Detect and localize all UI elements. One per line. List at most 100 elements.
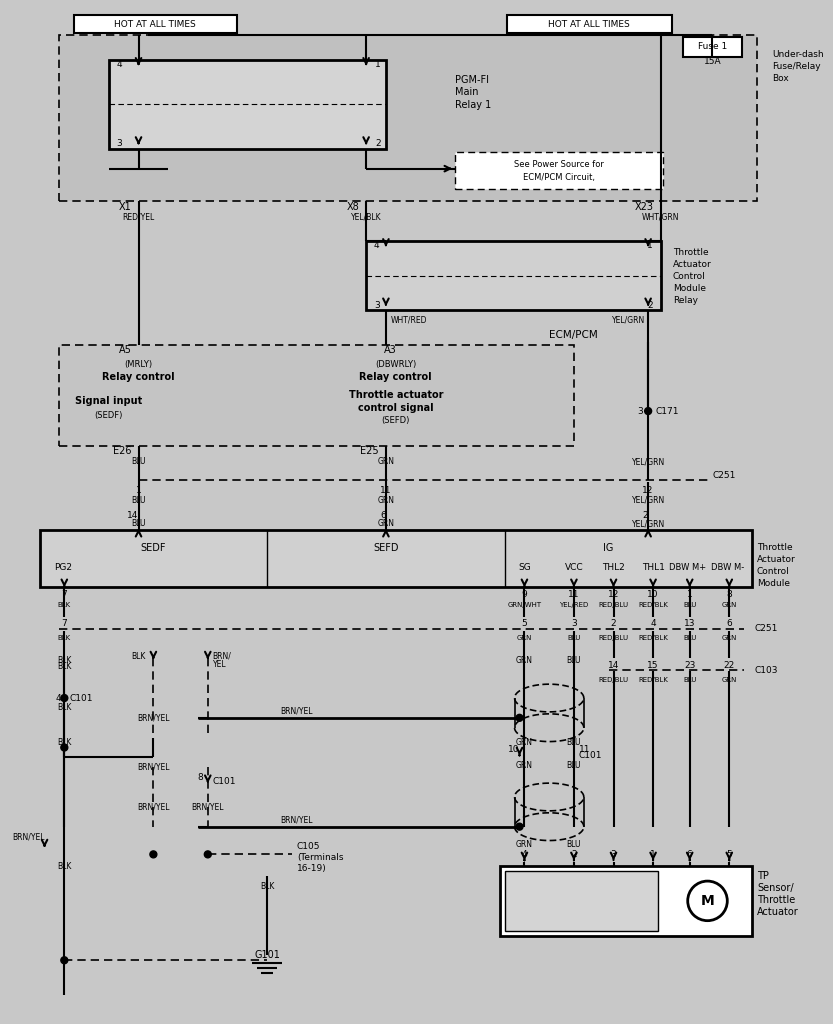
Text: 11: 11 bbox=[380, 485, 392, 495]
Text: Fuse/Relay: Fuse/Relay bbox=[772, 62, 821, 72]
Text: GRN: GRN bbox=[377, 519, 394, 528]
Text: See Power Source for: See Power Source for bbox=[514, 160, 604, 169]
Text: X8: X8 bbox=[347, 202, 359, 212]
Text: BRN/YEL: BRN/YEL bbox=[137, 803, 170, 811]
Text: IG: IG bbox=[603, 543, 614, 553]
Text: (SEFD): (SEFD) bbox=[382, 417, 410, 425]
Text: Main: Main bbox=[455, 87, 479, 97]
Text: PGM-FI: PGM-FI bbox=[455, 75, 489, 85]
Text: GRN: GRN bbox=[516, 635, 532, 641]
Text: 7: 7 bbox=[62, 590, 67, 599]
Text: 22: 22 bbox=[724, 660, 735, 670]
Text: C251: C251 bbox=[712, 471, 736, 480]
Text: 16-19): 16-19) bbox=[297, 863, 327, 872]
Text: BRN/YEL: BRN/YEL bbox=[12, 833, 44, 841]
Text: (DBWRLY): (DBWRLY) bbox=[375, 360, 416, 369]
Text: ECM/PCM: ECM/PCM bbox=[549, 330, 598, 340]
Text: Throttle: Throttle bbox=[757, 543, 793, 552]
Circle shape bbox=[516, 715, 523, 721]
Text: C101: C101 bbox=[69, 693, 92, 702]
Text: Box: Box bbox=[772, 74, 789, 83]
Text: RED/BLK: RED/BLK bbox=[638, 635, 668, 641]
Text: 11: 11 bbox=[579, 745, 591, 754]
Text: Under-dash: Under-dash bbox=[772, 50, 824, 59]
Text: 2: 2 bbox=[571, 850, 576, 859]
Text: GRN: GRN bbox=[516, 738, 533, 748]
Text: PG2: PG2 bbox=[54, 563, 72, 572]
Text: GRN: GRN bbox=[377, 457, 394, 466]
Text: BLK: BLK bbox=[57, 862, 72, 870]
Text: RED/BLK: RED/BLK bbox=[638, 602, 668, 608]
Text: BLU: BLU bbox=[132, 496, 146, 505]
Text: HOT AT ALL TIMES: HOT AT ALL TIMES bbox=[548, 19, 630, 29]
Text: E25: E25 bbox=[361, 445, 379, 456]
Text: RED/YEL: RED/YEL bbox=[122, 213, 155, 221]
Bar bbox=[455, 152, 663, 189]
Text: GRN/WHT: GRN/WHT bbox=[507, 602, 541, 608]
Text: BLK: BLK bbox=[57, 662, 72, 671]
Text: C171: C171 bbox=[655, 407, 679, 416]
Text: 12: 12 bbox=[642, 485, 654, 495]
Text: THL1: THL1 bbox=[641, 563, 665, 572]
Text: (SEDF): (SEDF) bbox=[95, 411, 123, 420]
Text: A5: A5 bbox=[119, 345, 132, 354]
Bar bbox=[59, 35, 757, 202]
Text: G101: G101 bbox=[254, 950, 280, 961]
Text: BLU: BLU bbox=[683, 677, 696, 683]
Text: BLU: BLU bbox=[567, 635, 581, 641]
Text: GRN: GRN bbox=[516, 761, 533, 770]
Circle shape bbox=[150, 851, 157, 858]
Text: control signal: control signal bbox=[358, 403, 434, 413]
Text: RED/BLU: RED/BLU bbox=[598, 635, 629, 641]
Text: YEL/RED: YEL/RED bbox=[559, 602, 589, 608]
Text: YEL/BLK: YEL/BLK bbox=[351, 213, 382, 221]
Bar bbox=[59, 345, 574, 445]
Bar bbox=[367, 241, 661, 310]
Text: BLK: BLK bbox=[57, 738, 72, 748]
Text: SEFD: SEFD bbox=[373, 543, 399, 553]
Text: YEL: YEL bbox=[212, 659, 227, 669]
Text: M: M bbox=[701, 894, 715, 908]
Text: 4: 4 bbox=[117, 60, 122, 70]
Text: SEDF: SEDF bbox=[141, 543, 166, 553]
Bar bbox=[500, 866, 752, 936]
Text: TP: TP bbox=[757, 871, 769, 881]
Bar bbox=[506, 15, 672, 33]
Text: 8: 8 bbox=[726, 590, 732, 599]
Text: Fuse 1: Fuse 1 bbox=[698, 42, 727, 51]
Text: C101: C101 bbox=[579, 751, 602, 760]
Text: BLU: BLU bbox=[566, 656, 581, 665]
Text: VCC: VCC bbox=[565, 563, 583, 572]
Text: GRN: GRN bbox=[516, 656, 533, 665]
Bar bbox=[683, 37, 742, 56]
Text: BRN/YEL: BRN/YEL bbox=[137, 714, 170, 722]
Bar bbox=[505, 871, 658, 931]
Text: GRN: GRN bbox=[721, 602, 737, 608]
Text: 4: 4 bbox=[56, 693, 62, 702]
Text: BLU: BLU bbox=[566, 840, 581, 849]
Text: BLU: BLU bbox=[566, 761, 581, 770]
Text: C105: C105 bbox=[297, 842, 321, 851]
Text: YEL/GRN: YEL/GRN bbox=[631, 457, 665, 466]
Text: 3: 3 bbox=[611, 850, 616, 859]
Text: BRN/YEL: BRN/YEL bbox=[192, 803, 224, 811]
Text: E26: E26 bbox=[113, 445, 132, 456]
Text: RED/BLU: RED/BLU bbox=[598, 677, 629, 683]
Text: Actuator: Actuator bbox=[673, 260, 711, 269]
Text: 2: 2 bbox=[642, 511, 648, 520]
Text: Relay: Relay bbox=[673, 296, 698, 305]
Text: X23: X23 bbox=[635, 202, 654, 212]
Text: X1: X1 bbox=[119, 202, 132, 212]
Text: Control: Control bbox=[673, 272, 706, 281]
Text: HOT AT ALL TIMES: HOT AT ALL TIMES bbox=[114, 19, 197, 29]
Text: C251: C251 bbox=[754, 625, 777, 633]
Text: 6: 6 bbox=[687, 850, 692, 859]
Text: WHT/RED: WHT/RED bbox=[391, 315, 427, 325]
Text: GRN: GRN bbox=[377, 496, 394, 505]
Text: BRN/YEL: BRN/YEL bbox=[281, 815, 313, 824]
Text: GRN: GRN bbox=[721, 635, 737, 641]
Text: 2: 2 bbox=[611, 620, 616, 629]
Text: 6: 6 bbox=[726, 620, 732, 629]
Text: BLK: BLK bbox=[57, 602, 71, 608]
Text: YEL/GRN: YEL/GRN bbox=[612, 315, 646, 325]
